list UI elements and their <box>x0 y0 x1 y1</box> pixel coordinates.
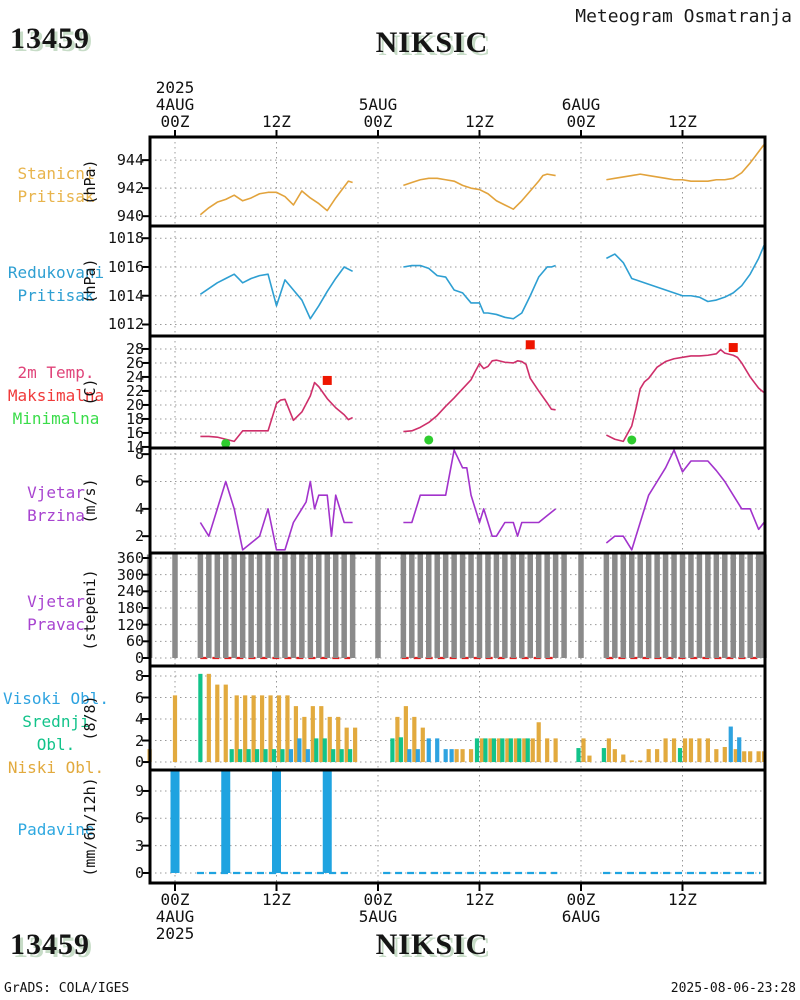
panel-title-temperature-2m: 2m Temp. Maksimalna Minimalna <box>0 361 112 430</box>
time-axis-label-bottom: 00Z 5AUG <box>333 891 423 925</box>
time-tick-text: 12Z <box>668 112 697 131</box>
time-axis-label-bottom: 00Z 4AUG 2025 <box>130 891 220 942</box>
y-axis-tick-label: 24 <box>125 367 144 386</box>
time-tick-text: 12Z <box>465 112 494 131</box>
y-axis-tick-label: 6 <box>134 472 144 491</box>
y-axis-tick-label: 4 <box>134 710 144 729</box>
panel-title-line: Srednji Obl. <box>22 711 90 754</box>
y-axis-tick-label: 20 <box>125 395 144 414</box>
y-axis-tick-label: 6 <box>134 688 144 707</box>
panel-title-line: Brzina <box>27 505 85 525</box>
grads-credit: GrADS: COLA/IGES <box>4 981 130 996</box>
time-axis-label-top: 12Z <box>434 113 524 130</box>
time-tick-text: 12Z <box>262 112 291 131</box>
y-axis-tick-label: 3 <box>134 836 144 855</box>
panel-title-line: Stanicni <box>17 163 95 183</box>
time-tick-text: 12Z <box>668 890 697 909</box>
time-tick-text: 00Z <box>566 890 596 909</box>
unit-label-precipitation: (mm/6h/12h) <box>81 776 99 877</box>
time-tick-text: 00Z <box>566 112 596 131</box>
y-axis-tick-label: 16 <box>125 423 144 442</box>
y-axis-tick-label: 1012 <box>107 315 144 334</box>
y-axis-tick-label: 240 <box>116 582 144 601</box>
time-tick-text: 5AUG <box>358 907 398 926</box>
y-axis-tick-label: 8 <box>134 667 144 685</box>
panel-title-precipitation: Padavine <box>0 818 112 841</box>
render-timestamp: 2025-08-06-23:28 <box>670 981 796 996</box>
y-axis-tick-label: 60 <box>125 632 144 651</box>
panel-title-line: Niski Obl. <box>7 757 105 777</box>
y-axis-tick-label: 1014 <box>107 286 144 305</box>
time-axis-label-bottom: 00Z 6AUG <box>536 891 626 925</box>
panel-title-wind-speed: Vjetar Brzina <box>0 481 112 527</box>
time-axis-label-top: 12Z <box>637 113 727 130</box>
time-tick-text: 6AUG <box>561 907 601 926</box>
time-tick-text: 00Z <box>160 890 190 909</box>
y-axis-tick-label: 1018 <box>107 229 144 248</box>
y-axis-tick-label: 120 <box>116 615 144 634</box>
y-axis-tick-label: 2 <box>134 731 144 750</box>
y-axis-tick-label: 4 <box>134 499 144 518</box>
y-axis-tick-label: 22 <box>125 381 144 400</box>
y-axis-tick-label: 180 <box>116 599 144 617</box>
time-tick-text: 2025 <box>155 78 195 97</box>
time-tick-text: 12Z <box>262 890 291 909</box>
y-axis-tick-label: 8 <box>134 445 144 464</box>
y-axis-tick-label: 0 <box>134 649 144 667</box>
y-axis-tick-label: 0 <box>134 863 144 882</box>
panel-title-line: Minimalna <box>12 408 100 428</box>
panel-title-msl-pressure: Redukovani Pritisak <box>0 261 112 307</box>
chart-canvas <box>142 130 767 891</box>
station-id-bottom: 13459 <box>10 928 90 961</box>
time-axis-label-bottom: 12Z <box>231 891 321 908</box>
panel-title-line: Redukovani <box>7 263 105 282</box>
y-axis-tick-label: 940 <box>116 207 144 226</box>
time-tick-text: 2025 <box>155 924 195 943</box>
y-axis-tick-label: 6 <box>134 809 144 828</box>
time-axis-label-bottom: 12Z <box>434 891 524 908</box>
page-title: NIKSIC <box>375 26 489 59</box>
time-tick-text: 4AUG <box>155 95 195 114</box>
panel-title-line: Padavine <box>17 820 95 839</box>
time-tick-text: 6AUG <box>561 95 601 114</box>
y-axis-tick-label: 942 <box>116 179 144 198</box>
time-tick-text: 00Z <box>160 112 190 131</box>
panel-title-line: Vjetar <box>27 482 85 502</box>
panel-title-line: 2m Temp. <box>17 362 95 382</box>
panel-title-line: Pritisak <box>17 186 95 206</box>
panel-title-cloud-cover: Visoki Obl. Srednji Obl. Niski Obl. <box>0 687 112 779</box>
time-tick-text: 00Z <box>363 890 393 909</box>
y-axis-tick-label: 1016 <box>107 257 144 276</box>
time-tick-text: 4AUG <box>155 907 195 926</box>
panel-title-wind-direction: Vjetar Pravac <box>0 590 112 636</box>
y-axis-tick-label: 300 <box>116 565 144 584</box>
y-axis-tick-label: 18 <box>125 409 144 428</box>
panel-title-station-pressure: Stanicni Pritisak <box>0 162 112 208</box>
time-axis-label-bottom: 12Z <box>637 891 727 908</box>
y-axis-tick-label: 0 <box>134 753 144 772</box>
time-axis-label-top: 2025 4AUG 00Z <box>130 79 220 130</box>
time-tick-text: 5AUG <box>358 95 398 114</box>
y-axis-tick-label: 9 <box>134 781 144 800</box>
panel-title-line: Maksimalna <box>7 385 105 405</box>
time-tick-text: 12Z <box>465 890 494 909</box>
y-axis-tick-label: 26 <box>125 353 144 372</box>
panel-title-line: Visoki Obl. <box>3 688 109 708</box>
y-axis-tick-label: 14 <box>125 437 144 456</box>
time-axis-label-top: 12Z <box>231 113 321 130</box>
station-id-top: 13459 <box>10 22 90 55</box>
y-axis-tick-label: 360 <box>116 549 144 567</box>
panel-title-line: Vjetar <box>27 591 85 611</box>
y-axis-tick-label: 28 <box>125 339 144 358</box>
time-axis-label-top: 5AUG 00Z <box>333 96 423 130</box>
y-axis-tick-label: 944 <box>116 151 144 170</box>
time-tick-text: 00Z <box>363 112 393 131</box>
chart-subtitle: Meteogram Osmatranja <box>575 6 792 27</box>
panel-title-line: Pritisak <box>17 286 95 305</box>
page-title-bottom: NIKSIC <box>375 928 489 961</box>
panel-title-line: Pravac <box>27 614 85 634</box>
time-axis-label-top: 6AUG 00Z <box>536 96 626 130</box>
y-axis-tick-label: 2 <box>134 527 144 546</box>
